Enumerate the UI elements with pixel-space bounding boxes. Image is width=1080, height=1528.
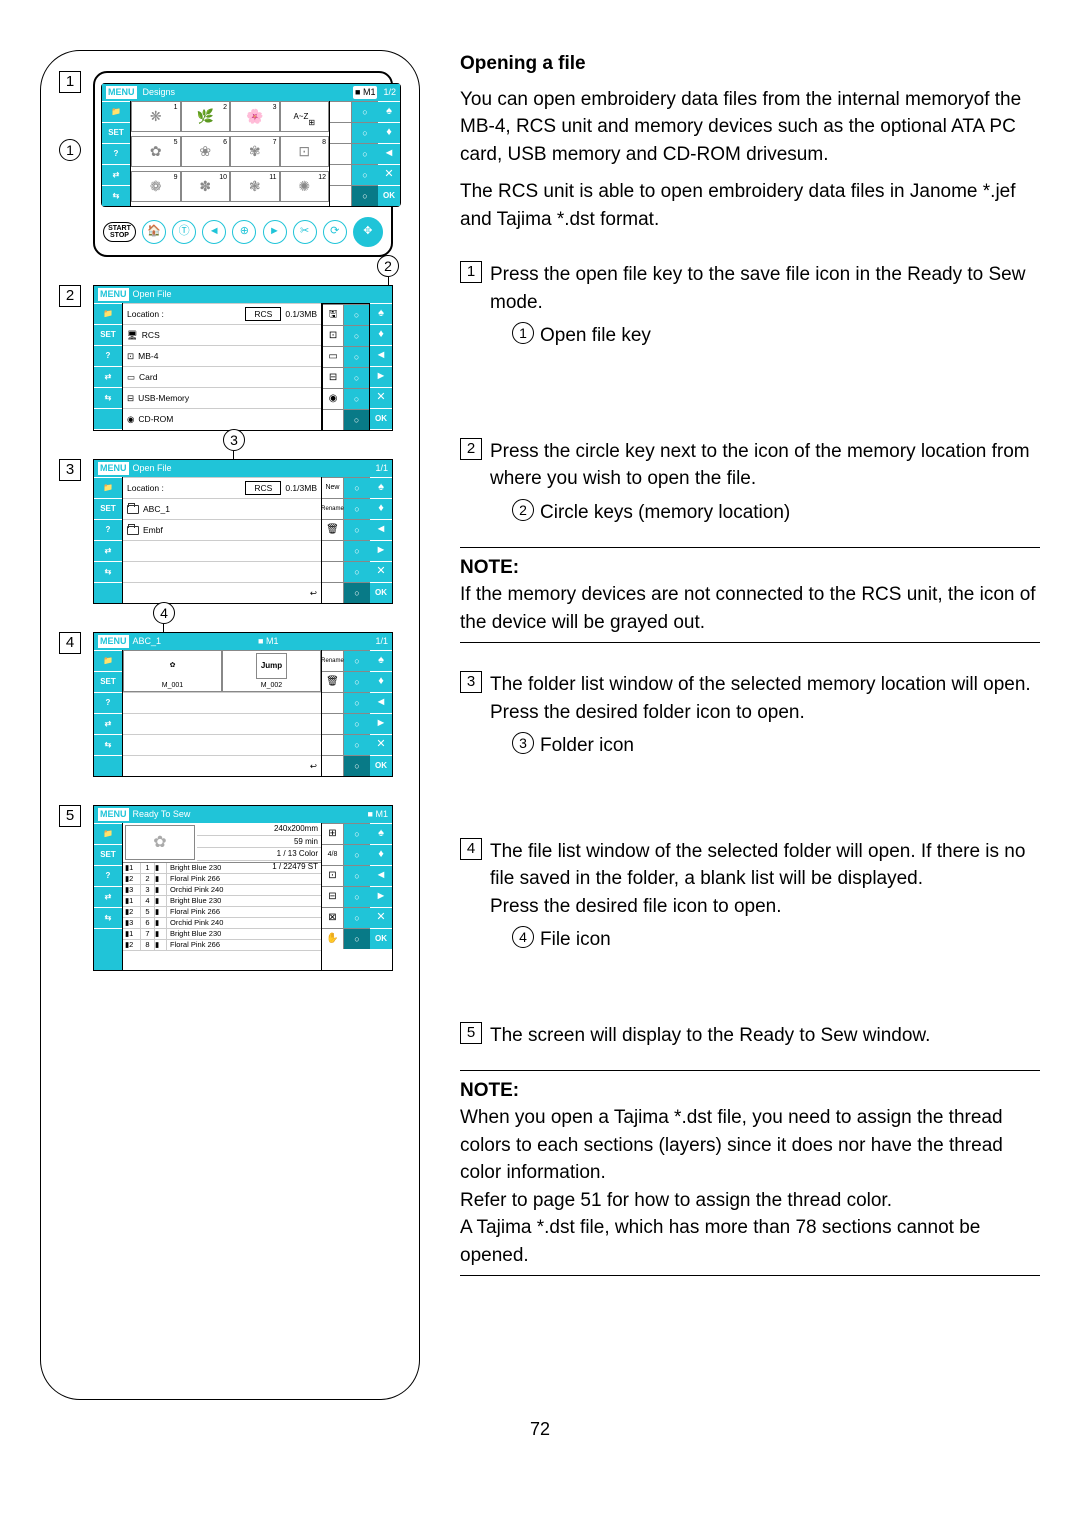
left-menu-strip: 📁 SET?⇄⇆ [102,101,130,206]
location-mb4[interactable]: ⊡ MB-4 [123,345,321,366]
designs-grid: ❋1🌿2🌸3A~Z⊞ ✿5❀6✾7⊡8 ❁9✽10❃11✺12 [130,101,330,206]
screen-ready-to-sew: MENUReady To Sew ■ M1 📁SET?⇄⇆ ✿ 240x200m… [93,805,393,971]
thread-color-table: ▮11▮Bright Blue 230 ▮22▮Floral Pink 266 … [123,863,321,951]
callout-3: 3 [223,429,245,451]
left-step-2: 2 [59,285,81,307]
menu-label: MENU [106,86,137,99]
note-text: If the memory devices are not connected … [460,581,1040,643]
location-rcs[interactable]: 🖥 RCS [123,324,321,345]
sub-1-marker: 1 [512,322,534,344]
step-1-marker: 1 [460,261,482,283]
hardware-buttons: STARTSTOP 🏠 Ⓣ ◄ ⊕ ► ✂ ⟳ ✥ [101,213,385,247]
note-label: NOTE: [460,547,1040,582]
down-button[interactable]: ♦ [378,122,400,143]
rcs-device-frame: MENU Designs ■ M1 1/2 📁 SET?⇄⇆ ❋1🌿2🌸 [93,71,393,257]
screen-folder-list: MENUOpen File 1/1 📁SET?⇄⇆ Location :RCS0… [93,459,393,604]
start-stop-button[interactable]: STARTSTOP [103,222,136,242]
screen-open-file-locations: MENUOpen File 📁SET?⇄⇆ Location :RCS0.1/3… [93,285,393,431]
file-icon[interactable]: ✿ M_001 [123,650,222,692]
cancel-button[interactable]: ✕ [378,164,400,185]
page-number: 72 [40,1416,1040,1442]
sub-2-marker: 2 [512,499,534,521]
ok-button[interactable]: OK [378,185,400,206]
callout-1: 1 [59,139,81,161]
left-illustration-panel: 1 MENU Designs ■ M1 1/2 📁 SET? [40,50,420,1400]
sub-3-marker: 3 [512,732,534,754]
file-icon[interactable]: Jump M_002 [222,650,321,692]
screen-title: Designs [143,86,176,99]
open-file-key[interactable]: 📁 [102,101,130,122]
note-label: NOTE: [460,1070,1040,1105]
screen-designs: MENU Designs ■ M1 1/2 📁 SET?⇄⇆ ❋1🌿2🌸 [101,83,401,207]
note-text: When you open a Tajima *.dst file, you n… [460,1104,1040,1276]
folder-icon[interactable]: ABC_1 [123,498,321,519]
callout-2: 2 [377,255,399,277]
left-step-5: 5 [59,805,81,827]
section-heading: Opening a file [460,50,1040,78]
step-3-marker: 3 [460,671,482,693]
folder-icon[interactable]: Embf [123,519,321,540]
location-card[interactable]: ▭ Card [123,366,321,387]
step-4-marker: 4 [460,838,482,860]
instruction-text: Opening a file You can open embroidery d… [460,50,1040,1400]
left-step-1: 1 [59,71,81,93]
sub-4-marker: 4 [512,926,534,948]
location-cdrom[interactable]: ◉ CD-ROM [123,408,321,429]
left-button[interactable]: ◄ [378,143,400,164]
left-step-3: 3 [59,459,81,481]
jog-button[interactable]: ✥ [353,217,383,247]
circle-keys-memory-location[interactable]: 🖫○ ⊡○ ▭○ ⊟○ ◉○ ○ [322,303,370,430]
up-button[interactable]: ♠ [378,101,400,122]
screen-file-list: MENUABC_1 ■ M11/1 📁SET?⇄⇆ ✿ M_001 Jump [93,632,393,777]
step-2-marker: 2 [460,438,482,460]
step-5-marker: 5 [460,1022,482,1044]
location-usb[interactable]: ⊟ USB-Memory [123,387,321,408]
callout-4: 4 [153,602,175,624]
left-step-4: 4 [59,632,81,654]
